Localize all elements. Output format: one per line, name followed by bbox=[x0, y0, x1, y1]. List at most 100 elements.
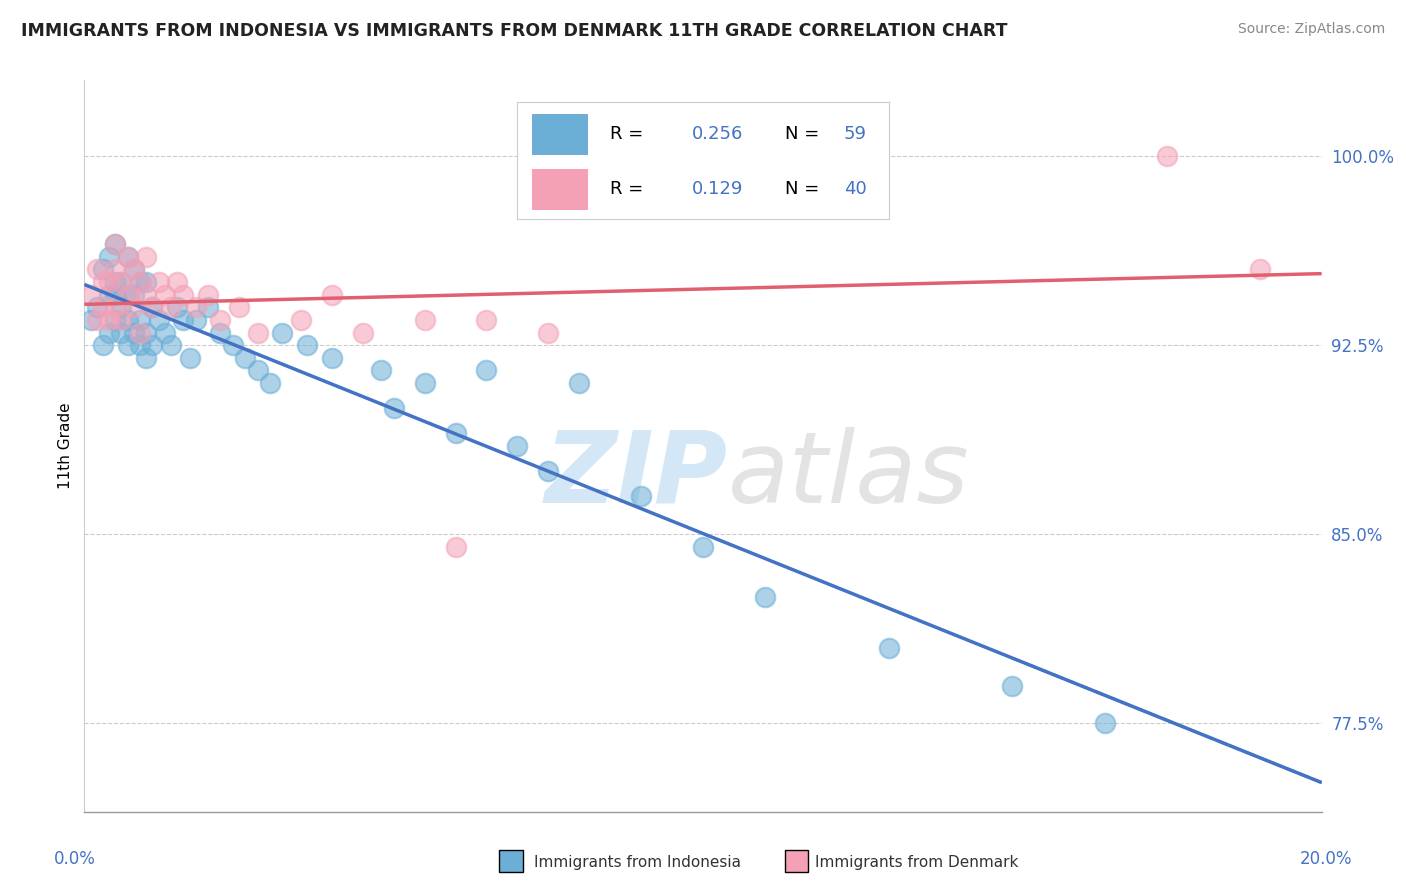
Point bbox=[98, 326, 121, 340]
Point bbox=[104, 313, 127, 327]
Point bbox=[172, 313, 194, 327]
Point bbox=[141, 300, 163, 314]
Point bbox=[172, 287, 194, 301]
Point bbox=[382, 401, 405, 416]
Point bbox=[321, 351, 343, 365]
Point bbox=[86, 313, 108, 327]
Text: Immigrants from Indonesia: Immigrants from Indonesia bbox=[534, 855, 741, 870]
Point bbox=[352, 326, 374, 340]
Text: 20.0%: 20.0% bbox=[1301, 849, 1353, 868]
Point bbox=[370, 363, 392, 377]
Point bbox=[104, 300, 127, 314]
Point bbox=[1156, 149, 1178, 163]
Text: IMMIGRANTS FROM INDONESIA VS IMMIGRANTS FROM DENMARK 11TH GRADE CORRELATION CHAR: IMMIGRANTS FROM INDONESIA VS IMMIGRANTS … bbox=[21, 22, 1008, 40]
Point bbox=[110, 313, 132, 327]
Point bbox=[692, 540, 714, 554]
Text: 0.0%: 0.0% bbox=[53, 849, 96, 868]
Point bbox=[122, 300, 145, 314]
Point bbox=[568, 376, 591, 390]
Point bbox=[104, 237, 127, 252]
Text: Source: ZipAtlas.com: Source: ZipAtlas.com bbox=[1237, 22, 1385, 37]
Text: Immigrants from Denmark: Immigrants from Denmark bbox=[815, 855, 1019, 870]
Point bbox=[135, 250, 157, 264]
Point bbox=[135, 326, 157, 340]
Point bbox=[148, 313, 170, 327]
Point bbox=[86, 262, 108, 277]
Point bbox=[117, 250, 139, 264]
Point bbox=[129, 313, 152, 327]
Point bbox=[877, 640, 900, 655]
Point bbox=[413, 313, 436, 327]
Point bbox=[197, 287, 219, 301]
Point bbox=[290, 313, 312, 327]
Point bbox=[79, 313, 101, 327]
Point bbox=[1001, 679, 1024, 693]
Point bbox=[166, 300, 188, 314]
Text: atlas: atlas bbox=[728, 426, 969, 524]
Point bbox=[166, 275, 188, 289]
Point bbox=[153, 326, 176, 340]
Point bbox=[228, 300, 250, 314]
Point bbox=[86, 300, 108, 314]
Point bbox=[271, 326, 294, 340]
Point bbox=[135, 275, 157, 289]
Point bbox=[506, 439, 529, 453]
Point bbox=[184, 313, 207, 327]
Point bbox=[179, 351, 201, 365]
Point bbox=[117, 338, 139, 352]
Point bbox=[129, 275, 152, 289]
Point bbox=[259, 376, 281, 390]
Point bbox=[91, 300, 114, 314]
Text: ZIP: ZIP bbox=[544, 426, 728, 524]
Point bbox=[246, 326, 269, 340]
Point bbox=[1249, 262, 1271, 277]
Point bbox=[104, 287, 127, 301]
Point bbox=[122, 262, 145, 277]
Point bbox=[209, 313, 232, 327]
Point bbox=[754, 591, 776, 605]
Point bbox=[630, 490, 652, 504]
Point bbox=[98, 287, 121, 301]
Point bbox=[135, 351, 157, 365]
Point bbox=[148, 275, 170, 289]
Point bbox=[475, 313, 498, 327]
Point bbox=[104, 262, 127, 277]
Point bbox=[91, 338, 114, 352]
Point bbox=[413, 376, 436, 390]
Point bbox=[79, 287, 101, 301]
Point bbox=[141, 338, 163, 352]
Point bbox=[104, 237, 127, 252]
Point bbox=[1094, 716, 1116, 731]
Point bbox=[129, 338, 152, 352]
Point bbox=[295, 338, 318, 352]
Point bbox=[129, 275, 152, 289]
Point bbox=[98, 250, 121, 264]
Point bbox=[117, 313, 139, 327]
Point bbox=[321, 287, 343, 301]
Point bbox=[184, 300, 207, 314]
Point bbox=[122, 287, 145, 301]
Point bbox=[98, 275, 121, 289]
Point bbox=[209, 326, 232, 340]
Point bbox=[117, 287, 139, 301]
Point bbox=[122, 326, 145, 340]
Point bbox=[160, 338, 183, 352]
Point bbox=[233, 351, 256, 365]
Point bbox=[141, 300, 163, 314]
Point bbox=[475, 363, 498, 377]
Point bbox=[222, 338, 245, 352]
Point bbox=[129, 326, 152, 340]
Point bbox=[122, 262, 145, 277]
Point bbox=[98, 313, 121, 327]
Point bbox=[91, 262, 114, 277]
Point bbox=[246, 363, 269, 377]
Point bbox=[160, 300, 183, 314]
Y-axis label: 11th Grade: 11th Grade bbox=[58, 402, 73, 490]
Point bbox=[110, 300, 132, 314]
Point bbox=[91, 275, 114, 289]
Point bbox=[135, 287, 157, 301]
Point bbox=[153, 287, 176, 301]
Point bbox=[537, 464, 560, 478]
Point bbox=[197, 300, 219, 314]
Point bbox=[110, 275, 132, 289]
